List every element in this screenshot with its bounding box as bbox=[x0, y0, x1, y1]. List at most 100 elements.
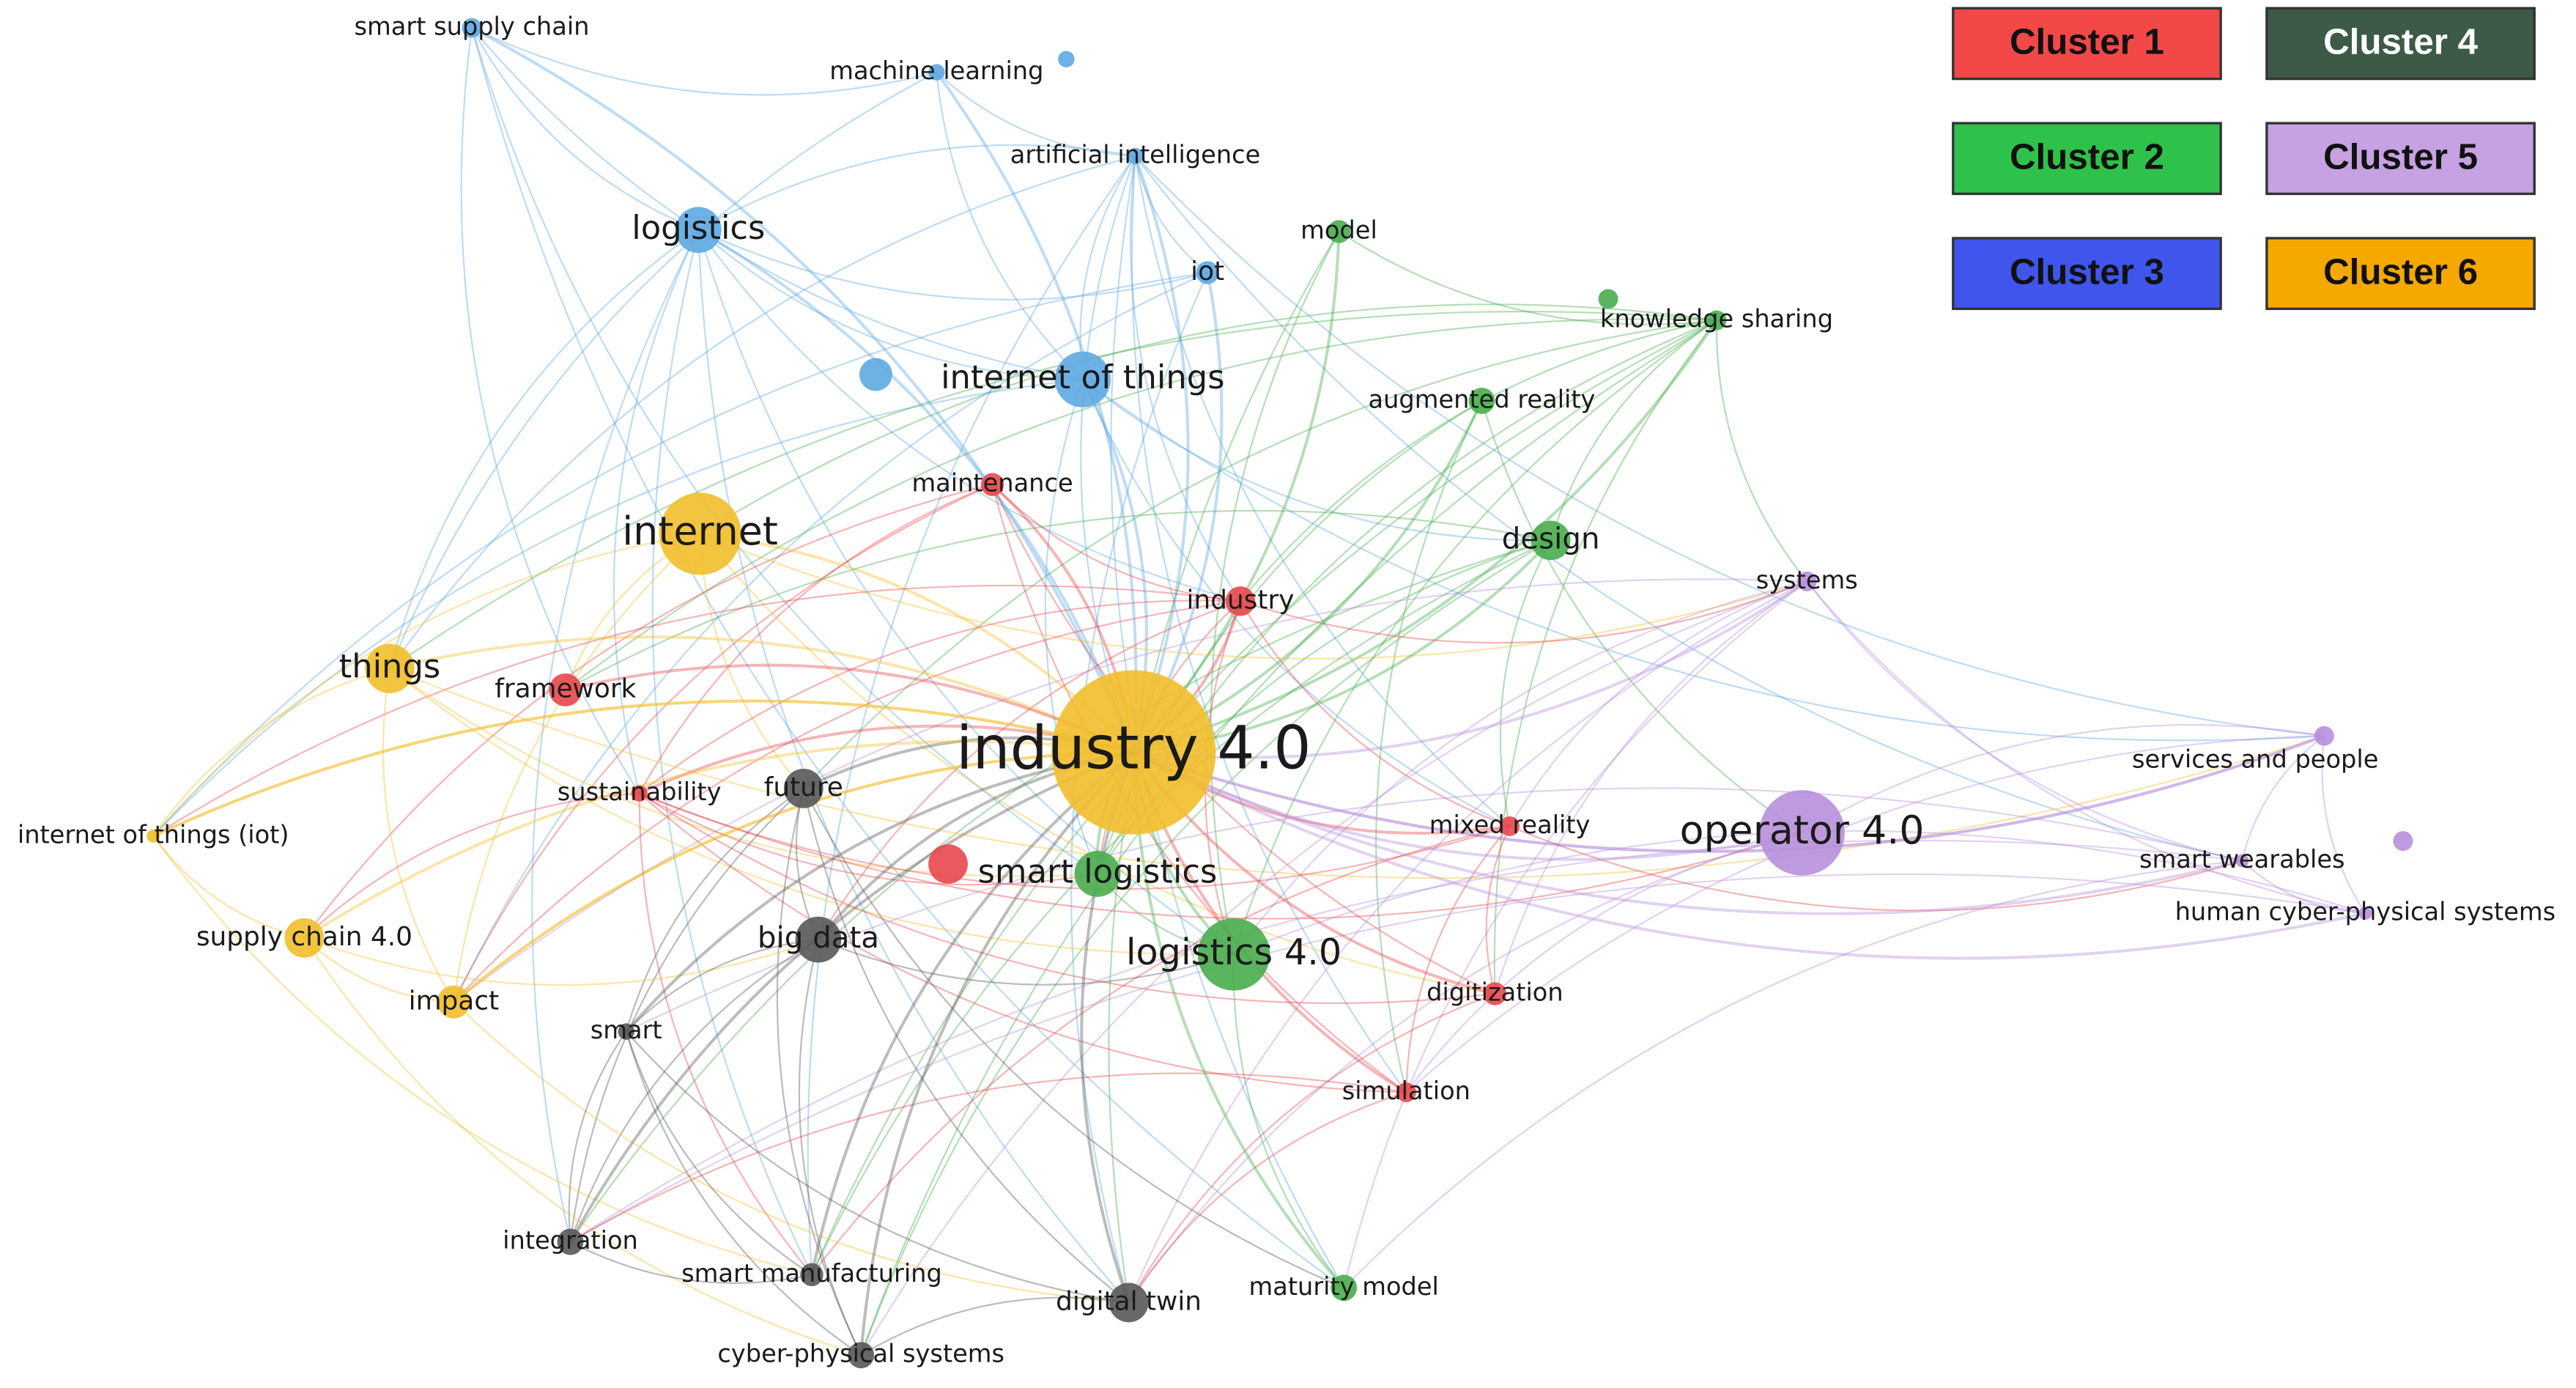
edge bbox=[810, 539, 1552, 1275]
edge bbox=[1343, 860, 2243, 1289]
node bbox=[631, 785, 648, 802]
edge bbox=[453, 272, 1208, 1003]
node bbox=[1058, 51, 1075, 67]
edge bbox=[152, 271, 1208, 837]
edge bbox=[1134, 155, 2325, 737]
edge bbox=[1133, 750, 1803, 861]
node-label: big data bbox=[758, 920, 879, 955]
edge bbox=[697, 229, 1130, 1304]
edge bbox=[152, 668, 391, 837]
node-label: artificial intelligence bbox=[1010, 140, 1261, 169]
node-label: things bbox=[339, 646, 441, 685]
edge bbox=[776, 788, 862, 1356]
node-label: human cyber-physical systems bbox=[2175, 898, 2556, 926]
edge bbox=[1133, 734, 2325, 853]
edge bbox=[303, 937, 862, 1356]
edge bbox=[810, 750, 1135, 1275]
node-label: smart manufacturing bbox=[681, 1259, 942, 1288]
legend-label: Cluster 2 bbox=[2010, 136, 2164, 177]
node bbox=[859, 358, 892, 391]
edge bbox=[303, 484, 993, 939]
node-label: operator 4.0 bbox=[1680, 807, 1925, 853]
node-label: mixed reality bbox=[1429, 811, 1591, 839]
edge bbox=[638, 792, 1407, 1093]
node-label: internet of things (iot) bbox=[18, 820, 289, 849]
edge bbox=[2321, 736, 2366, 914]
node bbox=[1109, 1282, 1149, 1323]
edge bbox=[1210, 231, 1340, 955]
edge bbox=[565, 509, 1551, 691]
edge bbox=[651, 229, 813, 1275]
node bbox=[365, 643, 415, 693]
edge bbox=[612, 229, 700, 794]
node-label: augmented reality bbox=[1369, 385, 1596, 413]
node bbox=[1531, 520, 1571, 561]
edge bbox=[639, 792, 1098, 886]
edge bbox=[1806, 580, 2243, 862]
edge bbox=[638, 484, 993, 794]
edge bbox=[802, 788, 1344, 1289]
edge bbox=[625, 750, 1134, 1033]
edge bbox=[453, 578, 1807, 1003]
node-label: internet of things bbox=[941, 358, 1224, 396]
edge bbox=[1133, 750, 2366, 960]
edge bbox=[817, 600, 1241, 940]
node bbox=[800, 1263, 823, 1287]
node bbox=[928, 64, 945, 81]
legend-label: Cluster 3 bbox=[2010, 251, 2164, 292]
edge bbox=[1550, 320, 1717, 541]
node bbox=[1127, 147, 1144, 165]
edge bbox=[1405, 825, 1511, 1093]
edge bbox=[152, 835, 305, 939]
edge bbox=[152, 835, 813, 1276]
edge bbox=[860, 539, 1552, 1356]
node bbox=[1196, 261, 1219, 284]
edge bbox=[471, 27, 699, 231]
node-label: model bbox=[1300, 216, 1377, 245]
node bbox=[284, 918, 325, 958]
edge bbox=[1493, 320, 1717, 994]
edge bbox=[1494, 580, 1807, 994]
edge bbox=[1130, 155, 1241, 602]
edge bbox=[152, 699, 1134, 838]
node-label: sustainability bbox=[558, 778, 722, 806]
node bbox=[1468, 387, 1495, 414]
node bbox=[928, 844, 968, 884]
edge bbox=[1079, 155, 1136, 380]
edge bbox=[802, 788, 1130, 1304]
edge bbox=[626, 787, 2243, 1033]
edge bbox=[697, 229, 1083, 380]
edge bbox=[1082, 378, 2325, 742]
edge bbox=[1232, 320, 1717, 955]
edge bbox=[453, 533, 701, 1003]
edge bbox=[389, 668, 1235, 956]
node bbox=[1796, 572, 1817, 591]
edge bbox=[811, 825, 1510, 1276]
node bbox=[1197, 918, 1270, 991]
edge bbox=[1081, 379, 1511, 827]
edge bbox=[639, 792, 1802, 920]
edge bbox=[2241, 860, 2366, 915]
edge bbox=[1233, 580, 1807, 955]
node bbox=[1327, 220, 1351, 243]
edge bbox=[818, 939, 1235, 986]
node-label: smart wearables bbox=[2139, 845, 2345, 874]
edge bbox=[1806, 580, 2366, 915]
node bbox=[1074, 851, 1121, 897]
node bbox=[2358, 907, 2372, 920]
edge bbox=[1128, 580, 1807, 1303]
edge bbox=[1338, 231, 1717, 325]
edge bbox=[1240, 580, 1807, 644]
node-label: smart bbox=[591, 1016, 662, 1044]
edge bbox=[303, 792, 640, 939]
edge bbox=[152, 378, 1083, 837]
node bbox=[848, 1342, 875, 1369]
edge bbox=[1240, 600, 1510, 827]
node-label: future bbox=[764, 772, 843, 802]
edge bbox=[1509, 580, 1807, 827]
node bbox=[1500, 816, 1520, 836]
node bbox=[1598, 289, 1618, 309]
node-label: simulation bbox=[1342, 1077, 1470, 1105]
node-label: maintenance bbox=[911, 469, 1073, 498]
edge bbox=[1240, 319, 1717, 602]
